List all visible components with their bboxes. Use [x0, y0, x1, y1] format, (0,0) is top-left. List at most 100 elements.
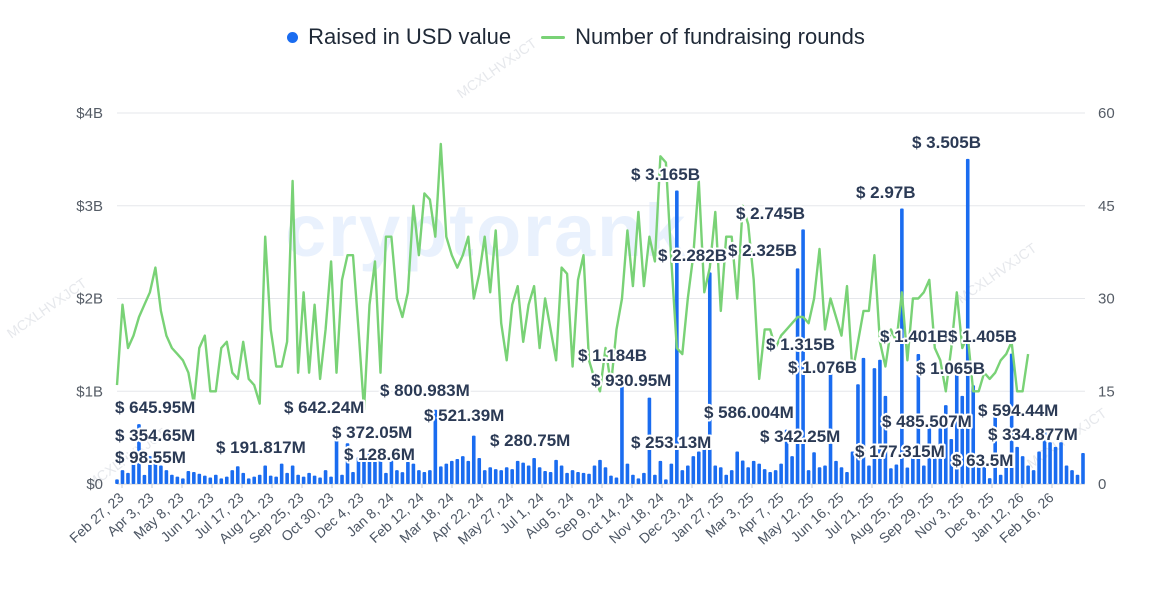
data-label: $ 98.55M [115, 448, 186, 467]
bar [153, 460, 158, 484]
bar [1037, 451, 1041, 484]
data-label: $ 334.877M [988, 425, 1078, 444]
bar [411, 463, 416, 484]
bar [115, 479, 119, 484]
bar [120, 470, 125, 484]
data-label: $ 177.315M [855, 442, 945, 461]
y-right-tick-label: 45 [1098, 198, 1115, 215]
bar [620, 374, 624, 484]
bar [526, 465, 531, 484]
bar [713, 465, 718, 484]
bar [246, 478, 251, 484]
bar [993, 405, 997, 484]
legend: Raised in USD value Number of fundraisin… [0, 24, 1152, 50]
bar [186, 471, 191, 484]
bar [894, 464, 899, 484]
bar [658, 460, 663, 484]
bar [515, 460, 520, 484]
data-label: $ 521.39M [424, 406, 504, 425]
bar [488, 467, 493, 484]
bar [965, 158, 970, 484]
bar [845, 471, 849, 484]
bar [773, 470, 778, 484]
bar [960, 395, 965, 484]
bar [949, 438, 954, 484]
bar [532, 457, 536, 484]
y-right-tick-label: 15 [1098, 383, 1115, 400]
bar [224, 476, 229, 484]
bar [192, 471, 196, 484]
data-label: $ 1.076B [788, 358, 857, 377]
data-label: $ 63.5M [952, 451, 1013, 470]
bar [460, 456, 465, 484]
bar [812, 452, 816, 484]
bar [417, 470, 421, 484]
legend-label-raised: Raised in USD value [308, 24, 512, 49]
bar [729, 470, 734, 484]
y-axis-left: $0 $1B $2B $3B $4B [76, 105, 103, 493]
bar [252, 476, 257, 484]
bar [570, 470, 575, 484]
bar [285, 472, 289, 484]
bar [680, 470, 685, 484]
bar [971, 385, 976, 484]
bar [905, 467, 910, 484]
bar [548, 471, 553, 484]
bar [241, 472, 246, 484]
y-left-tick-label: $3B [76, 198, 103, 215]
y-axis-right: 0 15 30 45 60 [1098, 105, 1115, 493]
bar [312, 475, 317, 484]
y-right-tick-label: 60 [1098, 105, 1115, 122]
watermark-brand: cryptorank [285, 189, 688, 272]
data-label: $ 253.13M [631, 433, 711, 452]
data-labels: $ 645.95M $ 354.65M $ 98.55M $ 191.817M $ 64… [113, 131, 1080, 472]
bar [1031, 470, 1036, 484]
bar [400, 472, 405, 484]
bar [175, 476, 180, 484]
bar [850, 451, 855, 484]
bar [927, 428, 932, 484]
bar [933, 456, 937, 484]
bar [1042, 428, 1047, 484]
bar [450, 460, 454, 484]
legend-item-raised[interactable]: Raised in USD value [287, 24, 511, 50]
bar [691, 456, 696, 484]
bar [746, 467, 750, 484]
y-right-tick-label: 0 [1098, 476, 1106, 493]
bar [367, 453, 372, 484]
bar [696, 451, 701, 484]
bar [1059, 442, 1063, 484]
data-label: $ 3.505B [912, 133, 981, 152]
bar [428, 470, 432, 484]
bar [839, 467, 844, 484]
line-series [115, 142, 1030, 411]
bar [1015, 446, 1019, 484]
bar [159, 465, 163, 484]
data-label: $ 485.507M [882, 412, 972, 431]
bar [1081, 452, 1085, 484]
bar [784, 429, 789, 484]
bar [718, 467, 723, 484]
data-label: $ 354.65M [115, 426, 195, 445]
bar [471, 435, 476, 484]
rounds-line [115, 142, 1030, 411]
data-label: $ 3.165B [631, 165, 700, 184]
bar [197, 473, 202, 484]
bar [587, 473, 591, 484]
y-left-tick-label: $2B [76, 291, 103, 308]
bar [740, 460, 745, 484]
bar [235, 466, 240, 484]
bar [911, 456, 915, 484]
data-label: $ 642.24M [284, 398, 364, 417]
legend-label-rounds: Number of fundraising rounds [575, 24, 865, 49]
bar [537, 467, 542, 484]
bar [631, 474, 635, 484]
bar [504, 467, 509, 484]
data-label: $ 1.184B [578, 346, 647, 365]
bar [384, 472, 388, 484]
bar [493, 469, 498, 484]
bar [395, 470, 399, 484]
bar [296, 474, 300, 484]
bar [268, 475, 273, 484]
legend-item-rounds[interactable]: Number of fundraising rounds [541, 24, 865, 50]
